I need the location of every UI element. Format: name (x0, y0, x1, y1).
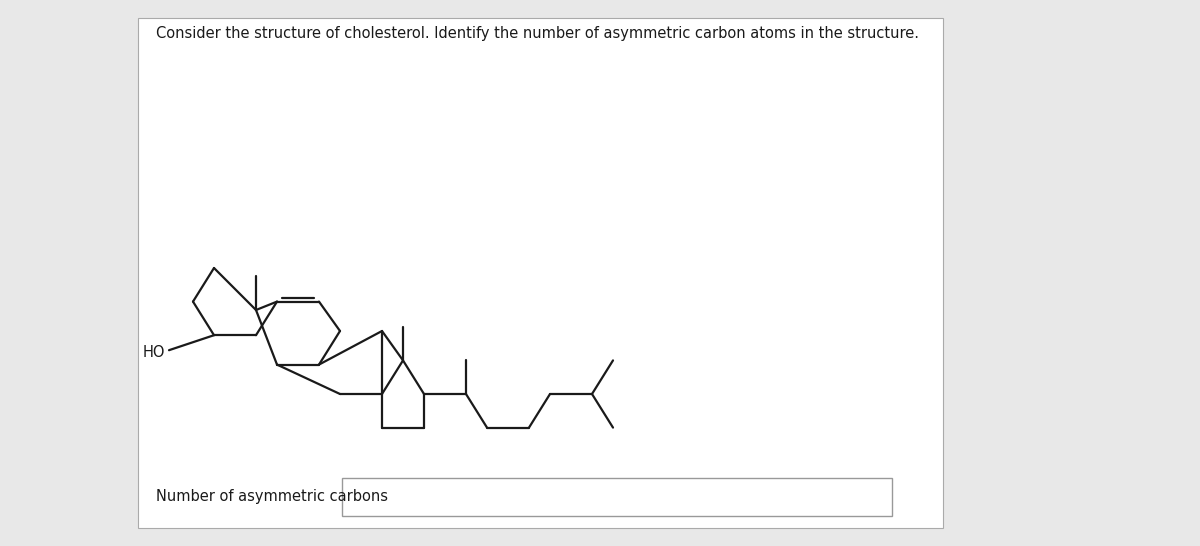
Bar (342, 478, 892, 516)
Bar (138, 18, 943, 528)
Text: Number of asymmetric carbons: Number of asymmetric carbons (156, 490, 388, 505)
Text: Consider the structure of cholesterol. Identify the number of asymmetric carbon : Consider the structure of cholesterol. I… (156, 26, 919, 41)
Text: HO: HO (143, 345, 164, 360)
